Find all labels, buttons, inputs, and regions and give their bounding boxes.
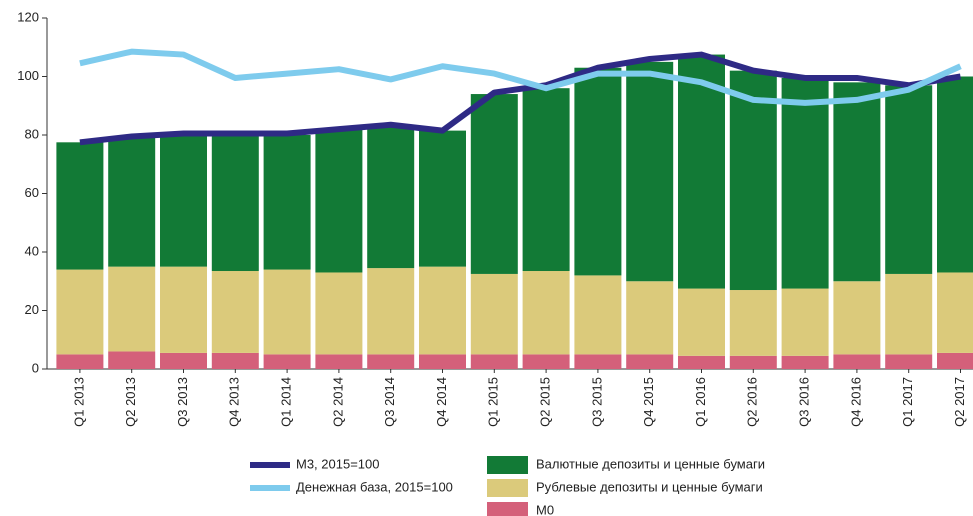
bar-segment — [108, 351, 156, 369]
x-tick-label: Q3 2015 — [589, 377, 604, 427]
bar-segment — [470, 354, 518, 369]
bar-segment — [885, 85, 933, 274]
x-tick-label: Q1 2015 — [486, 377, 501, 427]
bar-segment — [315, 354, 363, 369]
bar-segment — [419, 130, 466, 267]
y-tick-label: 100 — [17, 68, 39, 83]
x-tick-label: Q3 2013 — [175, 377, 190, 427]
y-tick-label: 60 — [25, 185, 39, 200]
bar-segment — [833, 82, 881, 282]
x-tick-label: Q2 2014 — [330, 377, 345, 427]
x-tick-label: Q4 2014 — [434, 377, 449, 427]
x-tick-label: Q3 2016 — [797, 377, 812, 427]
bar-segment — [160, 135, 207, 267]
bar-segment — [729, 355, 777, 369]
x-tick-label: Q4 2015 — [641, 377, 656, 427]
x-tick-label: Q1 2016 — [693, 377, 708, 427]
bar-segment — [626, 281, 674, 355]
y-tick-label: 80 — [25, 126, 39, 141]
bar-segment — [315, 272, 363, 355]
bar-segment — [211, 135, 259, 272]
bar-segment — [885, 273, 933, 355]
bar-segment — [56, 354, 104, 369]
bar-segment — [833, 354, 881, 369]
x-tick-label: Q3 2014 — [382, 377, 397, 427]
legend-label: Валютные депозиты и ценные бумаги — [536, 456, 765, 471]
bar-segment — [108, 136, 156, 267]
legend-label: M0 — [536, 502, 554, 516]
bar-segment — [419, 266, 466, 355]
bar-segment — [522, 354, 570, 369]
bar-segment — [937, 272, 973, 353]
legend-label: Денежная база, 2015=100 — [296, 479, 453, 494]
bar-segment — [522, 271, 570, 355]
legend-swatch — [487, 479, 528, 497]
bar-segment — [678, 288, 725, 356]
bar-segment — [626, 61, 674, 282]
bar-segment — [263, 269, 311, 355]
bar-segment — [937, 76, 973, 273]
bar-segment — [367, 354, 415, 369]
bar-segment — [781, 355, 829, 369]
legend-label: М3, 2015=100 — [296, 456, 379, 471]
y-tick-label: 0 — [32, 360, 39, 375]
y-tick-label: 40 — [25, 243, 39, 258]
bar-segment — [263, 354, 311, 369]
legend-swatch — [487, 456, 528, 474]
bar-segment — [470, 273, 518, 355]
bar-segment — [160, 352, 207, 369]
bar-segment — [470, 94, 518, 274]
bar-segment — [885, 354, 933, 369]
x-tick-label: Q1 2017 — [900, 377, 915, 427]
y-tick-label: 120 — [17, 9, 39, 24]
bar-segment — [574, 275, 622, 355]
legend-swatch — [487, 502, 528, 516]
bar-segment — [419, 354, 466, 369]
bar-segment — [522, 88, 570, 272]
bar-segment — [574, 354, 622, 369]
bar-segment — [211, 352, 259, 369]
bar-segment — [160, 266, 207, 353]
legend-label: Рублевые депозиты и ценные бумаги — [536, 479, 763, 494]
bar-segment — [937, 352, 973, 369]
bar-segment — [315, 129, 363, 273]
bar-segment — [56, 142, 104, 270]
bar-segment — [729, 290, 777, 356]
bar-segment — [263, 135, 311, 270]
bar-segment — [833, 281, 881, 355]
bar-segment — [626, 354, 674, 369]
bar-segment — [678, 355, 725, 369]
x-tick-label: Q4 2013 — [227, 377, 242, 427]
x-tick-label: Q1 2013 — [71, 377, 86, 427]
bar-segment — [729, 70, 777, 291]
x-tick-label: Q4 2016 — [848, 377, 863, 427]
line-series — [79, 51, 962, 146]
bar-segment — [108, 266, 156, 352]
bar-segment — [367, 126, 415, 269]
x-tick-label: Q2 2016 — [745, 377, 760, 427]
x-tick-label: Q2 2017 — [952, 377, 967, 427]
bar-segment — [211, 271, 259, 353]
x-tick-label: Q2 2015 — [538, 377, 553, 427]
bar-segment — [781, 77, 829, 289]
x-tick-label: Q1 2014 — [279, 377, 294, 427]
y-tick-label: 20 — [25, 302, 39, 317]
bar-segment — [367, 268, 415, 355]
bar-segment — [781, 288, 829, 356]
line-series — [79, 48, 962, 106]
x-tick-label: Q2 2013 — [123, 377, 138, 427]
bar-segment — [574, 67, 622, 276]
bar-segment — [678, 54, 725, 289]
bar-segment — [56, 269, 104, 355]
